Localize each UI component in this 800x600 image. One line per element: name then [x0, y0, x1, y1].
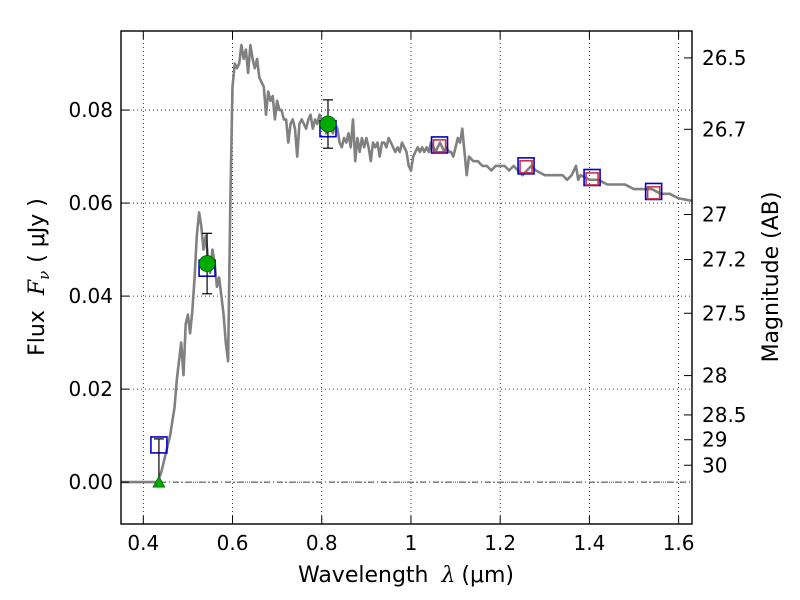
magnitude-axis-title: Magnitude (AB) — [759, 192, 784, 363]
y-axis-title: Flux Fν ( μJy ) — [25, 198, 53, 356]
y-tick-label: 0.08 — [68, 98, 113, 122]
y-tick-label: 0.00 — [68, 470, 113, 494]
y-tick-label: 0.04 — [68, 284, 113, 308]
observed-red-square — [646, 186, 661, 200]
x-tick-label: 1.6 — [663, 531, 695, 555]
x-axis-label-lambda: λ — [440, 563, 455, 588]
x-tick-label: 0.8 — [306, 531, 338, 555]
y-axis-label-text: Flux — [25, 303, 50, 356]
y-axis-label-unit: ( μJy ) — [25, 198, 50, 263]
x-axis-title: Wavelength λ (μm) — [298, 563, 514, 588]
magnitude-tick-label: 26.7 — [702, 117, 747, 141]
y-axis-ticks: 0.00 0.02 0.04 0.06 0.08 — [68, 98, 129, 494]
magnitude-tick-label: 27.5 — [702, 301, 747, 325]
x-axis-label-unit: (μm) — [461, 563, 514, 588]
model-sed-line — [121, 43, 693, 484]
observed-red-square — [432, 139, 447, 153]
data-markers — [150, 99, 663, 488]
magnitude-tick-label: 27.2 — [702, 248, 747, 272]
magnitude-tick-label: 30 — [702, 453, 727, 477]
x-axis-ticks: 0.4 0.6 0.8 1 1.2 1.4 1.6 — [127, 31, 695, 555]
magnitude-tick-label: 26.5 — [702, 46, 747, 70]
y-tick-label: 0.06 — [68, 191, 113, 215]
x-tick-label: 1 — [405, 531, 418, 555]
plot-frame — [120, 30, 693, 525]
magnitude-tick-label: 27 — [702, 202, 727, 226]
magnitude-tick-label: 28.5 — [702, 403, 747, 427]
y-tick-label: 0.02 — [68, 377, 113, 401]
x-tick-label: 1.2 — [484, 531, 516, 555]
x-tick-label: 0.4 — [127, 531, 159, 555]
observed-flux-point — [198, 255, 216, 272]
model-flux-square — [517, 157, 535, 175]
magnitude-tick-label: 29 — [702, 428, 727, 452]
model-flux-square — [430, 136, 449, 154]
magnitude-tick-label: 28 — [702, 364, 727, 388]
y-axis-label-nu: ν — [35, 271, 53, 280]
y-axis-label-f: F — [25, 279, 50, 296]
observed-flux-point — [319, 115, 337, 133]
x-tick-label: 1.4 — [573, 531, 605, 555]
observed-red-square — [519, 160, 533, 174]
upper-limit-triangle — [152, 475, 166, 488]
x-tick-label: 0.6 — [217, 531, 249, 555]
observed-red-square — [585, 172, 599, 186]
x-axis-label-text: Wavelength — [298, 563, 436, 588]
